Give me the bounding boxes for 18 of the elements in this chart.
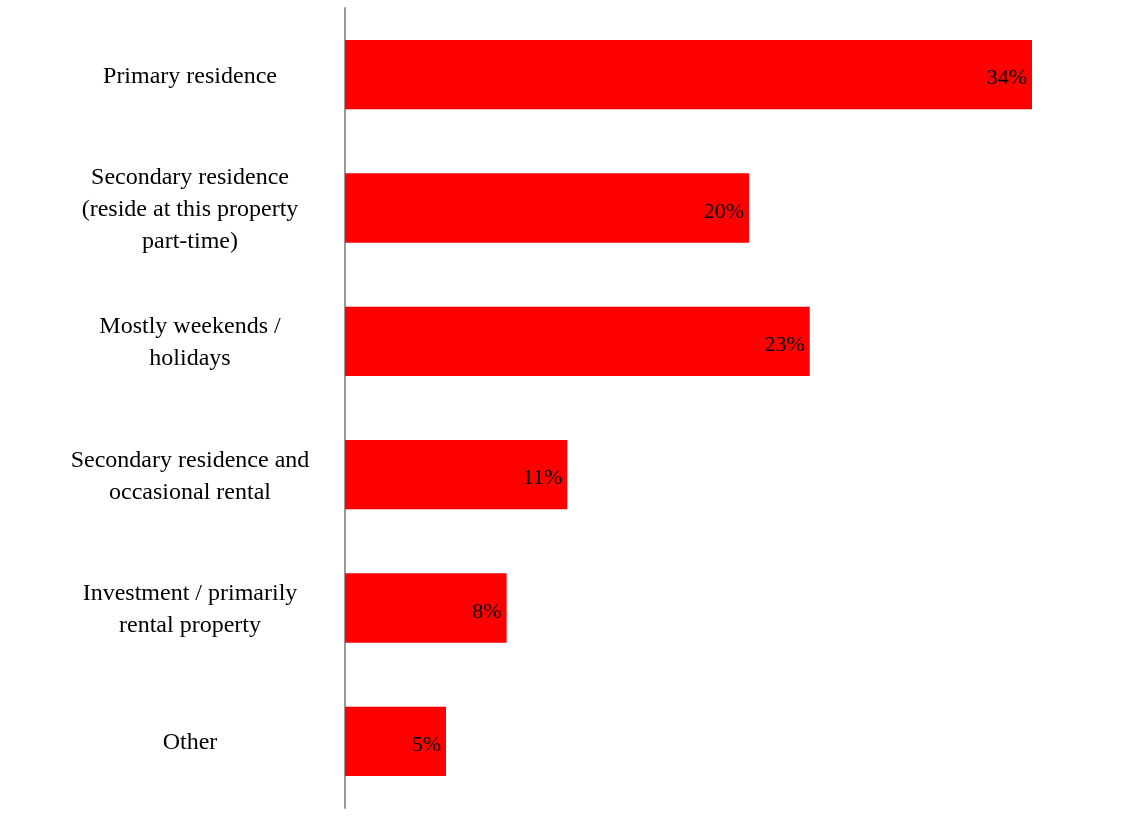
data-label: 11% xyxy=(522,464,563,490)
data-label: 5% xyxy=(411,730,442,756)
y-tick-label: Other xyxy=(162,728,218,755)
bar xyxy=(345,440,568,510)
y-tick-label: Primary residence xyxy=(103,61,277,88)
y-tick-label: Mostly weekends / holidays xyxy=(99,312,281,371)
bar xyxy=(345,706,447,776)
data-label: 34% xyxy=(986,64,1027,90)
y-tick-label: Secondary residence (reside at this property part-time) xyxy=(81,163,299,253)
data-label: 20% xyxy=(703,197,745,223)
bar xyxy=(345,173,750,243)
bar xyxy=(345,306,810,376)
y-tick-label: Secondary residence and occasional rental xyxy=(70,445,310,504)
y-tick-label: Investment / primarily rental property xyxy=(82,579,298,637)
data-label: 8% xyxy=(472,597,502,623)
data-label: 23% xyxy=(764,330,805,356)
bar xyxy=(345,40,1032,110)
bar xyxy=(345,573,507,643)
